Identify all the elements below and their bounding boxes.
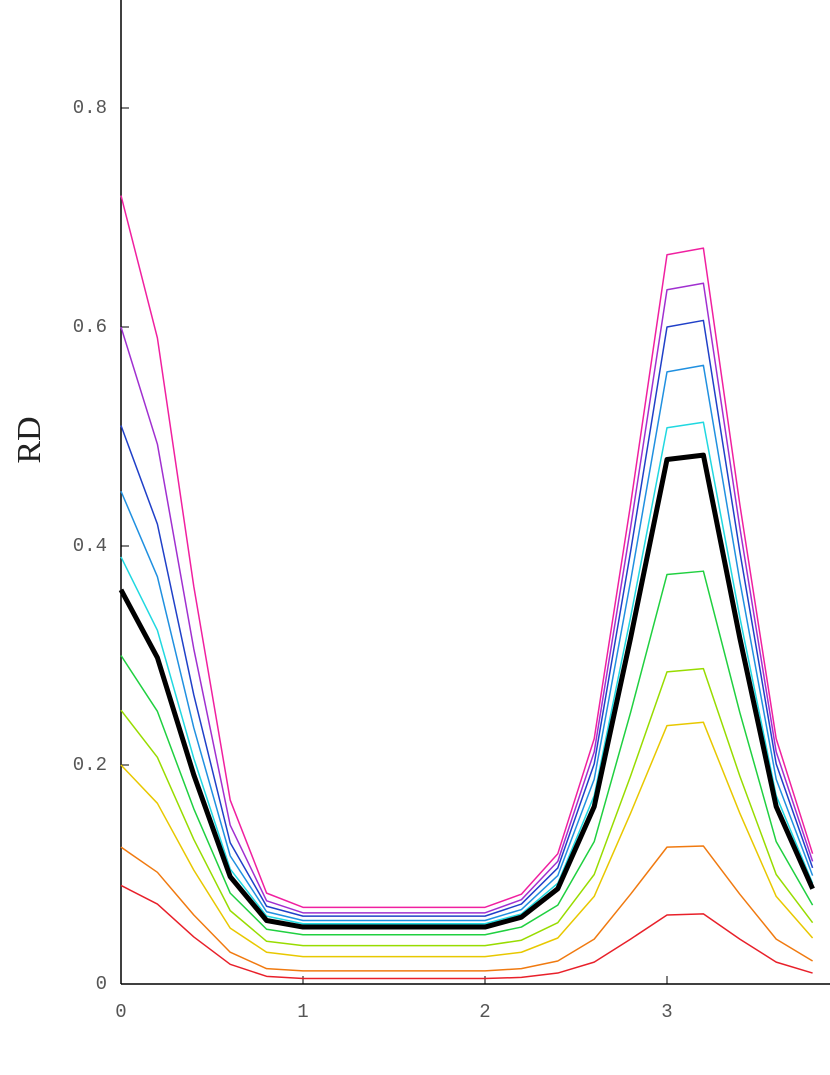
data-line bbox=[120, 884, 813, 980]
y-tick-label: 0.4 bbox=[73, 535, 107, 557]
y-tick-label: 0.6 bbox=[73, 316, 107, 338]
data-line bbox=[120, 195, 814, 909]
y-tick-label: 0.2 bbox=[73, 754, 107, 776]
y-axis-label: RD bbox=[11, 416, 48, 463]
data-line bbox=[120, 364, 814, 922]
data-line bbox=[120, 421, 814, 925]
data-line bbox=[120, 319, 814, 917]
y-tick-label: 0 bbox=[96, 973, 107, 995]
data-line bbox=[120, 845, 813, 972]
data-line bbox=[118, 452, 815, 930]
data-line bbox=[120, 721, 814, 958]
y-tick-label: 0.8 bbox=[73, 97, 107, 119]
data-line bbox=[120, 570, 814, 936]
data-line bbox=[120, 282, 814, 914]
x-tick-label: 0 bbox=[115, 1001, 126, 1023]
data-line bbox=[120, 667, 814, 947]
x-tick-label: 1 bbox=[297, 1001, 308, 1023]
x-tick-label: 2 bbox=[479, 1001, 490, 1023]
x-tick-label: 3 bbox=[661, 1001, 672, 1023]
